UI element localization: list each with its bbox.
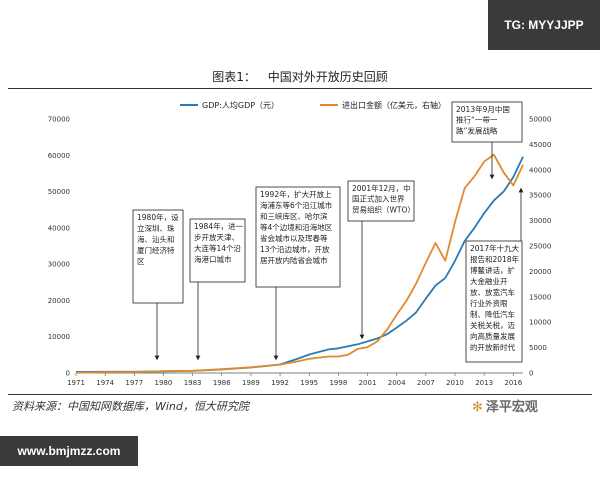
y-right-tick-label: 25000 xyxy=(529,243,551,251)
y-left-tick-label: 40000 xyxy=(48,224,70,232)
y-right-tick-label: 35000 xyxy=(529,192,551,200)
annotation-text: 制、降低汽车 xyxy=(470,309,515,319)
x-tick-label: 1995 xyxy=(300,379,318,387)
chart-series xyxy=(75,153,524,374)
y-right-tick-label: 10000 xyxy=(529,319,551,327)
figure-title: 中国对外开放历史回顾 xyxy=(267,70,388,84)
bottom-rule xyxy=(8,394,592,395)
history-chart: 1971 1974 1977 1980 1983 1986 1989 1992 1995 1998… xyxy=(48,100,552,388)
top-rule xyxy=(8,88,592,89)
annotation-text: 2001年12月，中 xyxy=(352,183,411,193)
annotation-box xyxy=(255,186,341,288)
y-left-tick-label: 0 xyxy=(66,370,70,378)
x-tick-label: 1980 xyxy=(155,379,173,387)
x-tick-label: 1977 xyxy=(125,379,143,387)
x-tick-label: 1974 xyxy=(96,379,114,387)
watermark-badge-top: TG: MYYJJPP xyxy=(488,0,600,50)
y-left-tick-label: 70000 xyxy=(48,116,70,124)
y-right-tick-label: 30000 xyxy=(529,217,551,225)
annotation-box xyxy=(132,209,184,304)
annotation-text: 路”发展战略 xyxy=(456,125,498,135)
annotation-text: 厦门经济特 xyxy=(137,245,175,255)
annotation-text: 报告和2018年 xyxy=(470,254,520,264)
watermark-badge-bottom: www.bmjmzz.com xyxy=(0,436,138,466)
brand-text: 泽平宏观 xyxy=(485,400,538,415)
x-tick-label: 1971 xyxy=(67,379,85,387)
annotation-text: 博鳌讲话，扩 xyxy=(470,265,515,275)
annotation-box xyxy=(347,180,415,222)
x-tick-label: 1998 xyxy=(329,379,347,387)
x-tick-label: 2007 xyxy=(417,379,435,387)
y-left-tick-label: 30000 xyxy=(48,261,70,269)
legend-label: 进出口金额（亿美元，右轴） xyxy=(342,100,446,110)
y-left-tick-label: 10000 xyxy=(48,333,70,341)
y-right-tick-label: 50000 xyxy=(529,116,551,124)
source-note: 资料来源：中国知网数据库，Wind，恒大研究院 xyxy=(12,400,249,413)
x-tick-label: 1983 xyxy=(184,379,202,387)
y-right-tick-label: 15000 xyxy=(529,293,551,301)
annotation-text: 1984年，进一 xyxy=(194,221,244,231)
annotation-text: 向高质量发展 xyxy=(470,331,515,341)
chart-axes: 1971 1974 1977 1980 1983 1986 1989 1992 1995 1998… xyxy=(48,116,552,388)
annotation-text: 行业外资限 xyxy=(470,298,508,308)
annotation-text: 和三峡库区、哈尔滨 xyxy=(260,211,328,221)
annotation-text: 居开放内陆省会城市 xyxy=(260,255,328,265)
y-right-tick-label: 0 xyxy=(529,370,533,378)
figure-label: 图表1： xyxy=(212,70,256,84)
annotation-text: 放、放宽汽车 xyxy=(470,287,515,297)
annotation-text: 海港口城市 xyxy=(194,254,232,264)
annotation-text: 1992年，扩大开放上 xyxy=(260,189,332,199)
figure-heading: 图表1： 中国对外开放历史回顾 xyxy=(0,68,600,85)
annotation-box xyxy=(189,218,246,283)
x-tick-label: 2016 xyxy=(504,379,522,387)
x-tick-label: 1989 xyxy=(242,379,260,387)
brand-watermark: ✻ 泽平宏观 xyxy=(472,396,538,415)
y-right-tick-label: 40000 xyxy=(529,166,551,174)
annotation-text: 贸易组织（WTO） xyxy=(352,204,415,214)
x-tick-label: 2004 xyxy=(388,379,406,387)
x-tick-label: 2013 xyxy=(475,379,493,387)
annotation-text: 推行“一带一 xyxy=(456,115,498,125)
annotation-text: 省会城市以及珲春等 xyxy=(260,233,328,243)
annotation-text: 1980年，设 xyxy=(137,212,179,222)
y-left-tick-label: 50000 xyxy=(48,188,70,196)
annotation-text: 等4个边境和沿海地区 xyxy=(260,222,333,232)
annotation-text: 13个沿边城市，开放 xyxy=(260,244,330,254)
annotation-text: 大金融业开 xyxy=(470,276,508,286)
trade-series-line xyxy=(75,153,524,374)
chart-legend: GDP:人均GDP（元） 进出口金额（亿美元，右轴） xyxy=(180,100,446,110)
annotation-text: 2017年十九大 xyxy=(470,243,520,253)
x-tick-label: 1986 xyxy=(213,379,231,387)
annotation-text: 关税关税，迈 xyxy=(470,320,515,330)
annotation-text: 立深圳、珠 xyxy=(137,223,175,233)
annotation-text: 国正式加入世界 xyxy=(352,194,405,204)
annotation-text: 海、汕头和 xyxy=(137,234,175,244)
annotation-text: 海浦东等6个沿江城市 xyxy=(260,200,333,210)
annotation-text: 的开放新时代 xyxy=(470,342,515,352)
annotation-text: 大连等14个沿 xyxy=(194,243,242,253)
y-left-tick-label: 20000 xyxy=(48,297,70,305)
annotation-text: 区 xyxy=(137,257,145,266)
y-right-tick-label: 20000 xyxy=(529,268,551,276)
legend-label: GDP:人均GDP（元） xyxy=(202,100,279,110)
annotation-box xyxy=(451,101,523,143)
x-tick-label: 2010 xyxy=(446,379,464,387)
y-right-tick-label: 5000 xyxy=(529,344,547,352)
annotation-text: 步开放天津、 xyxy=(194,232,239,242)
x-tick-label: 2001 xyxy=(359,379,377,387)
annotation-text: 2013年9月中国 xyxy=(456,104,510,114)
x-tick-label: 1992 xyxy=(271,379,289,387)
y-right-tick-label: 45000 xyxy=(529,141,551,149)
annotation-box xyxy=(465,240,523,363)
y-left-tick-label: 60000 xyxy=(48,152,70,160)
star-icon: ✻ xyxy=(472,400,483,415)
